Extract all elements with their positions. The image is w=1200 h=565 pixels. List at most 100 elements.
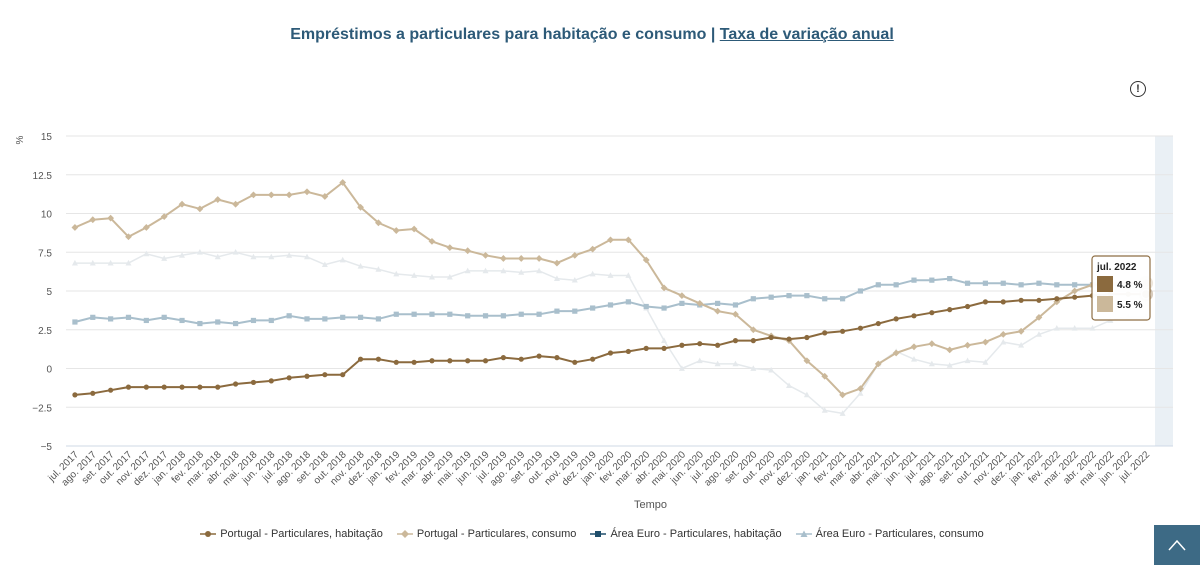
data-point — [660, 284, 668, 292]
data-point — [428, 238, 436, 245]
legend-item[interactable]: Portugal - Particulares, habitação — [200, 528, 383, 540]
data-point — [1072, 282, 1078, 288]
data-point — [161, 384, 167, 390]
data-point — [678, 292, 686, 300]
data-point — [946, 362, 953, 368]
data-point — [750, 296, 756, 302]
data-point — [1017, 327, 1025, 335]
data-point — [1072, 294, 1078, 300]
line-diamond-marker-icon — [396, 530, 413, 538]
legend-label: Portugal - Particulares, habitação — [220, 528, 383, 540]
data-point — [839, 410, 846, 416]
data-point — [643, 345, 649, 351]
data-point — [857, 390, 864, 396]
data-point — [857, 385, 864, 393]
data-point — [999, 331, 1007, 338]
data-point — [964, 341, 971, 349]
chart-subtitle-link[interactable]: Taxa de variação anual — [719, 26, 894, 43]
data-point — [446, 273, 453, 280]
data-point — [232, 200, 239, 208]
data-point — [286, 375, 292, 381]
scroll-to-top-button[interactable] — [1154, 525, 1200, 565]
data-point — [71, 224, 79, 231]
data-point — [285, 191, 293, 199]
y-tick-label: 10 — [41, 210, 53, 221]
data-point — [1018, 297, 1024, 303]
data-point — [589, 245, 597, 253]
data-point — [947, 276, 953, 282]
data-point — [1053, 325, 1060, 331]
data-point — [1035, 313, 1043, 321]
data-point — [535, 255, 543, 262]
data-point — [786, 382, 793, 388]
data-point — [964, 357, 971, 364]
data-point — [411, 359, 417, 365]
data-point — [590, 356, 596, 362]
data-point — [517, 255, 525, 262]
data-point — [536, 267, 543, 274]
data-point — [1071, 325, 1078, 331]
data-point — [232, 320, 239, 327]
data-point — [465, 358, 471, 364]
data-point — [928, 340, 936, 348]
data-point — [428, 273, 435, 280]
data-point — [1035, 331, 1042, 337]
data-point — [839, 328, 846, 334]
info-circle-icon[interactable]: ! — [1130, 81, 1146, 97]
data-point — [803, 391, 810, 398]
data-point — [410, 225, 418, 233]
data-point — [982, 280, 989, 286]
data-point — [125, 259, 132, 266]
tooltip: jul. 2022 4.8 % 5.5 % — [1091, 255, 1151, 321]
data-point — [804, 293, 810, 299]
y-axis-label: % — [15, 135, 26, 144]
data-point — [875, 320, 881, 327]
data-point — [447, 358, 453, 364]
data-point — [697, 341, 703, 347]
data-point — [518, 311, 524, 317]
data-point — [286, 252, 293, 258]
data-point — [768, 366, 775, 373]
data-point — [143, 317, 149, 324]
data-point — [304, 316, 310, 322]
data-point — [893, 316, 899, 322]
data-point — [874, 360, 882, 368]
data-point — [768, 294, 774, 300]
data-point — [857, 325, 864, 331]
data-point — [71, 259, 78, 266]
data-point — [947, 307, 953, 313]
data-point — [553, 275, 560, 281]
data-point — [446, 244, 454, 251]
data-point — [286, 313, 292, 319]
data-point — [482, 267, 489, 274]
tooltip-swatch — [1097, 276, 1113, 292]
data-point — [161, 314, 167, 320]
data-point — [696, 300, 704, 307]
y-tick-label: 7.5 — [38, 248, 52, 259]
data-point — [1054, 296, 1060, 302]
data-point — [982, 299, 989, 305]
data-point — [625, 299, 631, 305]
data-point — [340, 314, 346, 320]
legend-item[interactable]: Área Euro - Particulares, habitação — [590, 528, 782, 540]
data-point — [250, 191, 257, 199]
y-tick-label: 0 — [46, 365, 52, 376]
legend-item[interactable]: Área Euro - Particulares, consumo — [795, 528, 984, 540]
line-square-marker-icon — [590, 531, 607, 537]
data-point — [624, 236, 632, 244]
data-point — [339, 256, 346, 263]
data-point — [822, 296, 828, 302]
data-point — [946, 346, 954, 354]
legend-item[interactable]: Portugal - Particulares, consumo — [396, 528, 576, 540]
data-point — [625, 348, 631, 355]
data-point — [340, 372, 346, 378]
data-point — [821, 372, 829, 380]
data-point — [499, 255, 507, 262]
data-point — [90, 314, 96, 320]
data-point — [804, 334, 810, 341]
data-point — [518, 269, 525, 275]
data-point — [929, 277, 935, 283]
data-point — [179, 384, 185, 390]
data-point — [750, 338, 756, 344]
